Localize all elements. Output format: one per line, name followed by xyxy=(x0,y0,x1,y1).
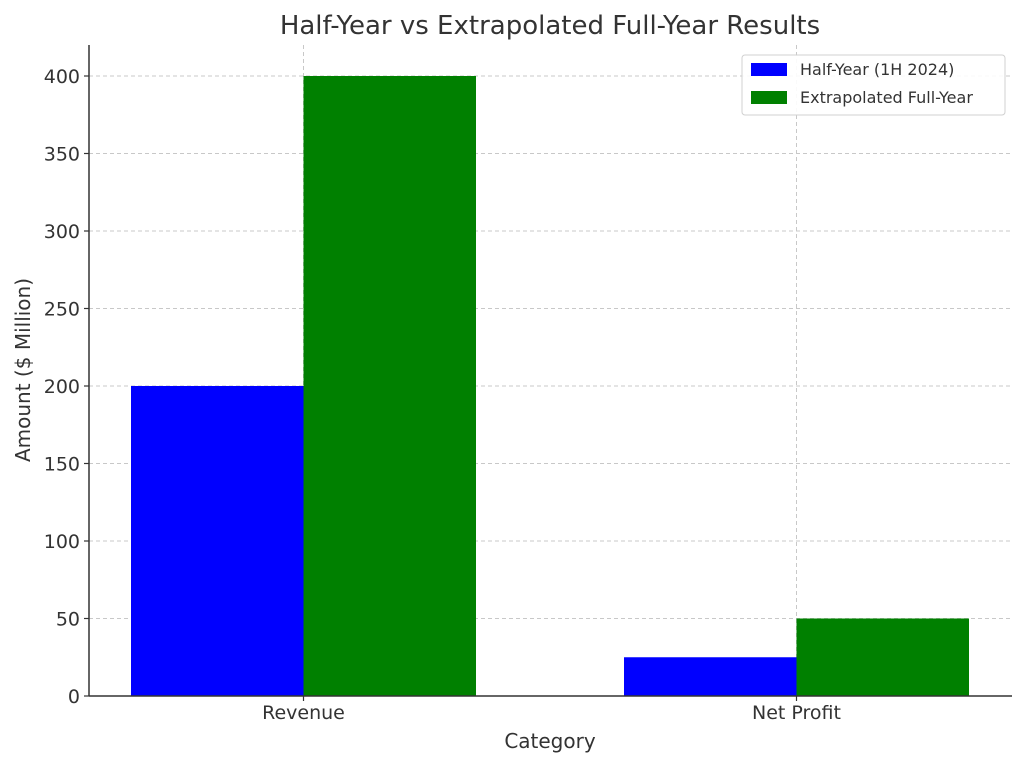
legend-frame xyxy=(741,54,1006,116)
y-tick-label: 200 xyxy=(44,376,80,398)
y-tick-label: 400 xyxy=(44,66,80,88)
y-tick-label: 350 xyxy=(44,144,80,166)
y-tick-label: 150 xyxy=(44,454,80,476)
bar-full-year-net-profit xyxy=(796,618,969,696)
legend-swatch-full-year xyxy=(751,91,787,104)
y-ticks: 0 50 100 150 200 250 300 350 400 xyxy=(44,66,89,708)
legend-label-half-year: Half-Year (1H 2024) xyxy=(800,60,954,79)
bars xyxy=(131,76,969,696)
x-tick-label: Net Profit xyxy=(752,702,841,724)
legend-swatch-half-year xyxy=(751,63,787,76)
y-tick-label: 0 xyxy=(68,686,80,708)
bar-half-year-revenue xyxy=(131,386,304,696)
bar-full-year-revenue xyxy=(303,76,476,696)
legend-label-full-year: Extrapolated Full-Year xyxy=(800,88,973,107)
y-tick-label: 100 xyxy=(44,531,80,553)
y-tick-label: 250 xyxy=(44,299,80,321)
x-axis-label: Category xyxy=(504,729,596,753)
x-ticks: Revenue Net Profit xyxy=(262,696,841,724)
y-tick-label: 300 xyxy=(44,221,80,243)
chart-title: Half-Year vs Extrapolated Full-Year Resu… xyxy=(280,11,820,41)
x-tick-label: Revenue xyxy=(262,702,345,724)
y-tick-label: 50 xyxy=(56,609,80,631)
legend: Half-Year (1H 2024) Extrapolated Full-Ye… xyxy=(741,54,1006,116)
bar-half-year-net-profit xyxy=(624,657,797,696)
y-axis-label: Amount ($ Million) xyxy=(11,278,35,462)
